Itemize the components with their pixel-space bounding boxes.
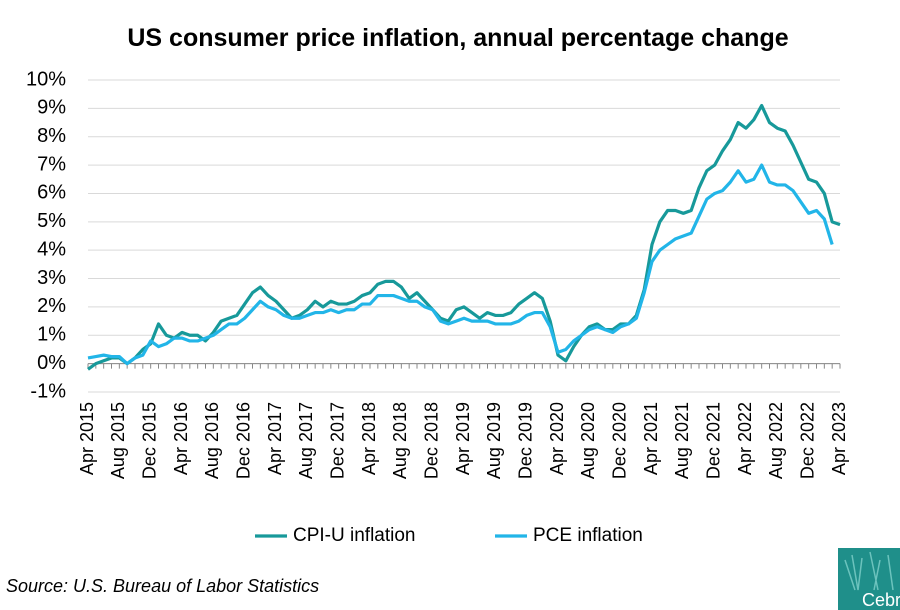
y-tick-label: 8% <box>37 125 66 147</box>
x-tick-label: Apr 2015 <box>77 402 97 475</box>
y-tick-label: 7% <box>37 153 66 175</box>
x-tick-label: Dec 2021 <box>703 402 723 479</box>
x-tick-label: Apr 2018 <box>359 402 379 475</box>
x-tick-label: Aug 2019 <box>484 402 504 479</box>
y-tick-label: 2% <box>37 295 66 317</box>
y-tick-label: 6% <box>37 182 66 204</box>
x-tick-label: Apr 2020 <box>547 402 567 475</box>
x-tick-label: Apr 2016 <box>171 402 191 475</box>
y-tick-label: 0% <box>37 352 66 374</box>
legend-item: PCE inflation <box>495 525 643 546</box>
y-tick-label: 3% <box>37 267 66 289</box>
y-tick-label: 1% <box>37 324 66 346</box>
logo-box <box>838 548 900 610</box>
logo: Cebr <box>838 548 900 610</box>
y-tick-label: 5% <box>37 210 66 232</box>
x-tick-label: Aug 2015 <box>108 402 128 479</box>
x-tick-label: Apr 2023 <box>829 402 849 475</box>
x-tick-label: Dec 2022 <box>797 402 817 479</box>
x-tick-label: Apr 2019 <box>453 402 473 475</box>
legend-label: PCE inflation <box>533 525 643 546</box>
y-tick-label: -1% <box>30 380 66 402</box>
y-tick-label: 4% <box>37 238 66 260</box>
logo-pattern <box>844 551 894 591</box>
x-tick-label: Apr 2022 <box>735 402 755 475</box>
y-tick-label: 10% <box>26 68 66 90</box>
x-tick-label: Aug 2016 <box>202 402 222 479</box>
x-tick-label: Aug 2017 <box>296 402 316 479</box>
series-line <box>87 103 841 371</box>
x-tick-label: Dec 2015 <box>139 402 159 479</box>
legend-item: CPI-U inflation <box>255 525 416 546</box>
legend-label: CPI-U inflation <box>293 525 416 546</box>
x-tick-label: Aug 2020 <box>578 402 598 479</box>
x-tick-label: Dec 2018 <box>421 402 441 479</box>
y-tick-label: 9% <box>37 97 66 119</box>
source-note: Source: U.S. Bureau of Labor Statistics <box>6 576 319 596</box>
x-tick-label: Aug 2021 <box>672 402 692 479</box>
series-line <box>87 163 834 366</box>
chart-title: US consumer price inflation, annual perc… <box>127 24 788 52</box>
x-tick-label: Dec 2016 <box>233 402 253 479</box>
x-tick-label: Apr 2017 <box>265 402 285 475</box>
x-tick-label: Apr 2021 <box>641 402 661 475</box>
x-tick-label: Aug 2018 <box>390 402 410 479</box>
x-tick-label: Dec 2017 <box>327 402 347 479</box>
x-tick-label: Dec 2019 <box>515 402 535 479</box>
x-tick-label: Aug 2022 <box>766 402 786 479</box>
logo-text: Cebr <box>862 590 900 610</box>
x-tick-label: Dec 2020 <box>609 402 629 479</box>
